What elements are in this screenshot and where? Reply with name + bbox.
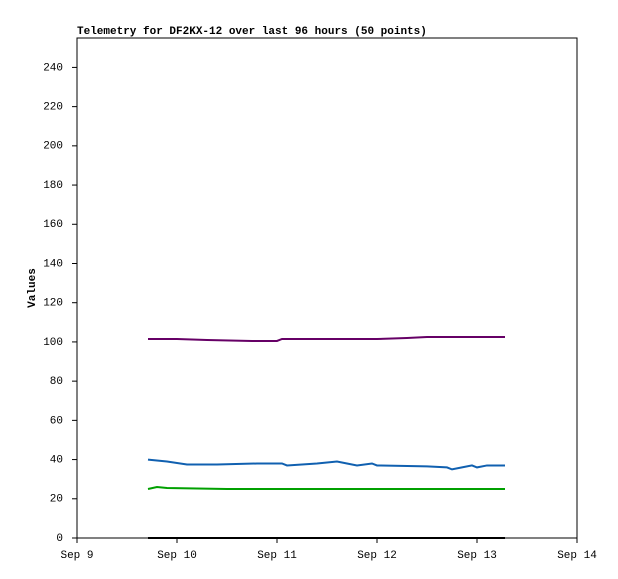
y-tick-label: 120 [43, 298, 63, 310]
y-tick-label: 20 [50, 494, 63, 506]
y-tick-label: 140 [43, 258, 63, 270]
y-tick-label: 80 [50, 376, 63, 388]
y-tick-label: 180 [43, 180, 63, 192]
x-tick-label: Sep 14 [557, 550, 597, 562]
series-line [147, 486, 505, 490]
y-tick-label: 160 [43, 219, 63, 231]
y-tick-label: 200 [43, 141, 63, 153]
y-tick-label: 100 [43, 337, 63, 349]
x-tick-label: Sep 11 [257, 550, 297, 562]
x-tick-label: Sep 13 [457, 550, 497, 562]
y-tick-label: 40 [50, 454, 63, 466]
series-line [147, 458, 505, 471]
x-tick-label: Sep 10 [157, 550, 197, 562]
y-tick-label: 60 [50, 415, 63, 427]
x-tick-label: Sep 9 [60, 550, 93, 562]
y-axis-label: Values [27, 268, 39, 308]
chart-title: Telemetry for DF2KX-12 over last 96 hour… [77, 26, 427, 38]
y-tick-label: 240 [43, 62, 63, 74]
y-tick-label: 0 [56, 533, 63, 545]
y-tick-label: 220 [43, 102, 63, 114]
series-line [148, 336, 505, 342]
x-tick-label: Sep 12 [357, 550, 397, 562]
